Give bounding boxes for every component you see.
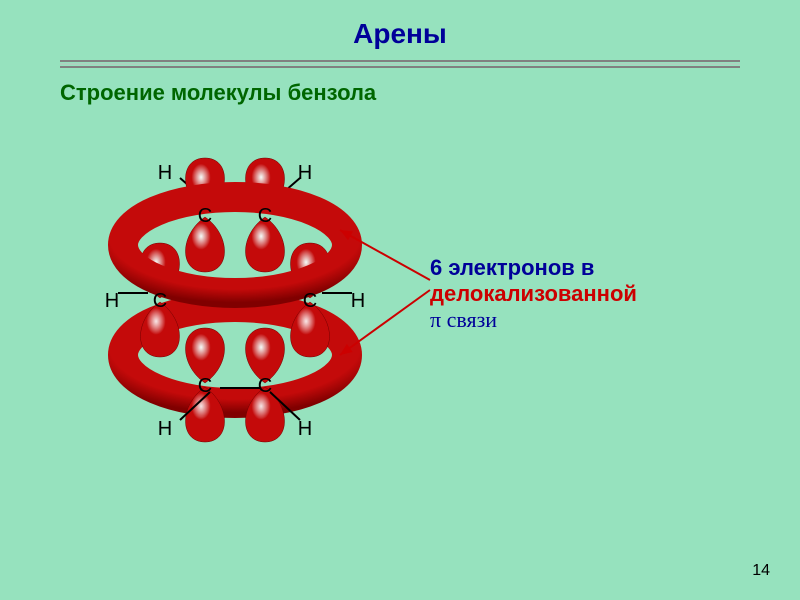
annotation-line1-prefix: 6 электронов в <box>430 255 594 280</box>
svg-text:H: H <box>158 162 172 184</box>
svg-text:H: H <box>158 418 172 440</box>
svg-text:C: C <box>258 375 272 397</box>
svg-text:C: C <box>198 375 212 397</box>
divider-double-line <box>60 60 740 68</box>
svg-text:H: H <box>351 290 365 312</box>
svg-text:C: C <box>198 205 212 227</box>
annotation-pi-bond-text: π связи <box>430 307 637 333</box>
page-number: 14 <box>752 562 770 580</box>
svg-text:C: C <box>258 205 272 227</box>
svg-text:H: H <box>298 418 312 440</box>
annotation-line2-rest: связи <box>441 307 497 332</box>
annotation-accent-word: делокализованной <box>430 281 637 306</box>
svg-text:H: H <box>105 290 119 312</box>
svg-text:H: H <box>298 162 312 184</box>
slide-title: Арены <box>0 18 800 50</box>
svg-text:C: C <box>303 290 317 312</box>
subtitle-text: Строение молекулы бензола <box>60 80 376 106</box>
annotation-text: 6 электронов в делокализованной π связи <box>430 255 637 333</box>
svg-text:C: C <box>153 290 167 312</box>
slide: Арены Строение молекулы бензола C H C H C H C H… <box>0 0 800 600</box>
benzene-orbital-diagram: C H C H C H C H C H C H <box>60 140 380 460</box>
pi-symbol: π <box>430 307 441 332</box>
